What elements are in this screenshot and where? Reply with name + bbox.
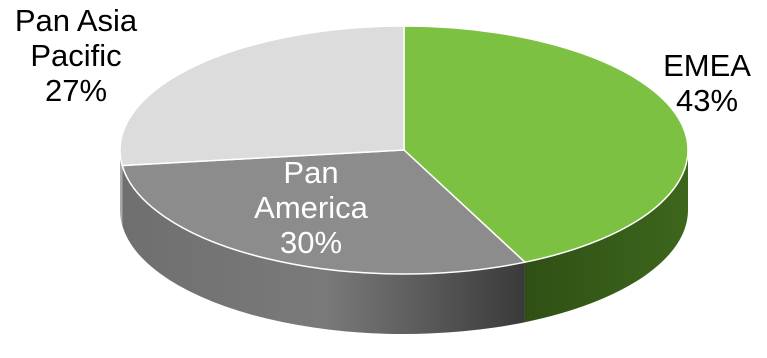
- data-label-category: Pacific: [30, 38, 121, 73]
- data-label-pan-america: Pan America 30%: [254, 155, 368, 260]
- data-label-percent: 30%: [280, 225, 342, 260]
- data-label-category: America: [254, 190, 368, 225]
- pie-side-emea: [524, 150, 688, 323]
- data-label-emea: EMEA 43%: [663, 48, 751, 118]
- data-label-percent: 27%: [45, 73, 107, 108]
- pie-labels: EMEA 43% Pan America 30% Pan Asia Pacific 27%: [15, 3, 751, 260]
- data-label-category: EMEA: [663, 48, 751, 83]
- data-label-category: Pan Asia: [15, 3, 138, 38]
- data-label-percent: 43%: [676, 83, 738, 118]
- pie-sides: [120, 150, 688, 334]
- pie-slice-pan-asia-pacific: [119, 25, 405, 167]
- pie-slice-emea: [403, 25, 689, 263]
- data-label-pan-asia-pacific: Pan Asia Pacific 27%: [15, 3, 138, 108]
- data-label-category: Pan: [283, 155, 338, 190]
- pie-side-pan-america: [122, 165, 525, 334]
- pie-slice-pan-america: [121, 149, 526, 275]
- pie-tops: [119, 25, 689, 275]
- pie-side-pan-asia-pacific: [120, 150, 123, 226]
